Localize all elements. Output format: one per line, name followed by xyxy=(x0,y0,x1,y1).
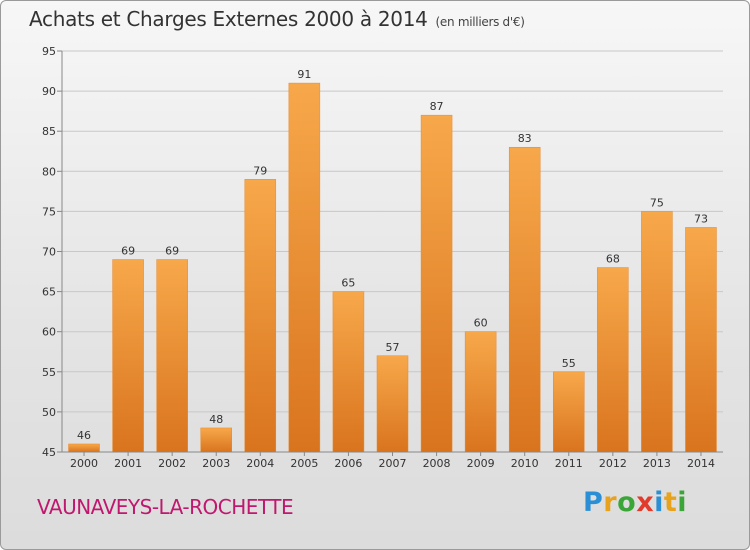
chart-title-text: Achats et Charges Externes 2000 à 2014 xyxy=(29,7,428,31)
logo-letter: o xyxy=(617,487,637,518)
y-tick-label: 70 xyxy=(42,246,56,259)
bar-2004 xyxy=(244,179,277,453)
data-label-2008: 87 xyxy=(430,100,444,113)
bar-2008 xyxy=(420,114,453,453)
proxiti-logo: Proxiti xyxy=(583,487,687,518)
x-tick-label-2013: 2013 xyxy=(643,457,671,470)
bar-2007 xyxy=(376,355,409,453)
bar-2005 xyxy=(288,82,321,453)
x-tick-label-2014: 2014 xyxy=(687,457,715,470)
logo-letter: t xyxy=(663,487,678,518)
data-label-2001: 69 xyxy=(121,245,135,258)
x-tick-label-2006: 2006 xyxy=(334,457,362,470)
y-tick-label: 60 xyxy=(42,326,56,339)
data-label-2010: 83 xyxy=(518,132,532,145)
x-tick-label-2005: 2005 xyxy=(290,457,318,470)
chart-title: Achats et Charges Externes 2000 à 2014 (e… xyxy=(29,7,525,31)
x-tick-label-2002: 2002 xyxy=(158,457,186,470)
bar-2013 xyxy=(641,211,673,453)
y-tick-label: 65 xyxy=(42,286,56,299)
x-tick-label-2000: 2000 xyxy=(70,457,98,470)
data-label-2012: 68 xyxy=(606,253,620,266)
bar-2012 xyxy=(597,267,629,453)
bar-2014 xyxy=(685,227,717,453)
x-tick-label-2008: 2008 xyxy=(423,457,451,470)
data-label-2009: 60 xyxy=(474,317,488,330)
x-tick-label-2003: 2003 xyxy=(202,457,230,470)
logo-letter: r xyxy=(603,487,618,518)
bar-2011 xyxy=(553,371,585,453)
x-tick-label-2010: 2010 xyxy=(511,457,539,470)
data-label-2002: 69 xyxy=(165,245,179,258)
town-name: VAUNAVEYS-LA-ROCHETTE xyxy=(37,495,294,519)
data-label-2004: 79 xyxy=(253,164,267,177)
chart-subtitle: (en milliers d'€) xyxy=(435,15,525,29)
logo-letter: i xyxy=(677,487,688,518)
data-label-2013: 75 xyxy=(650,196,664,209)
x-tick-label-2012: 2012 xyxy=(599,457,627,470)
y-tick-label: 80 xyxy=(42,165,56,178)
x-tick-label-2001: 2001 xyxy=(114,457,142,470)
y-tick-label: 75 xyxy=(42,205,56,218)
bar-2001 xyxy=(112,259,144,453)
data-label-2003: 48 xyxy=(209,413,223,426)
x-tick-label-2011: 2011 xyxy=(555,457,583,470)
y-tick-label: 85 xyxy=(42,125,56,138)
bar-2002 xyxy=(156,259,188,453)
x-tick-label-2004: 2004 xyxy=(246,457,274,470)
data-label-2000: 46 xyxy=(77,429,91,442)
data-label-2007: 57 xyxy=(386,341,400,354)
y-tick-label: 50 xyxy=(42,406,56,419)
bar-2009 xyxy=(464,331,497,453)
logo-letter: x xyxy=(636,487,655,518)
bar-2010 xyxy=(508,146,541,453)
logo-letter: i xyxy=(654,487,664,518)
y-tick-label: 95 xyxy=(42,45,56,58)
data-label-2005: 91 xyxy=(297,68,311,81)
y-tick-label: 45 xyxy=(42,446,56,459)
bar-2003 xyxy=(200,427,232,453)
data-label-2014: 73 xyxy=(694,212,708,225)
bar-2006 xyxy=(332,291,365,453)
bar-2000 xyxy=(68,443,100,453)
x-tick-label-2009: 2009 xyxy=(467,457,495,470)
y-tick-label: 55 xyxy=(42,366,56,379)
data-label-2006: 65 xyxy=(341,277,355,290)
data-label-2011: 55 xyxy=(562,357,576,370)
x-tick-label-2007: 2007 xyxy=(379,457,407,470)
y-tick-label: 90 xyxy=(42,85,56,98)
logo-letter: P xyxy=(583,487,604,518)
